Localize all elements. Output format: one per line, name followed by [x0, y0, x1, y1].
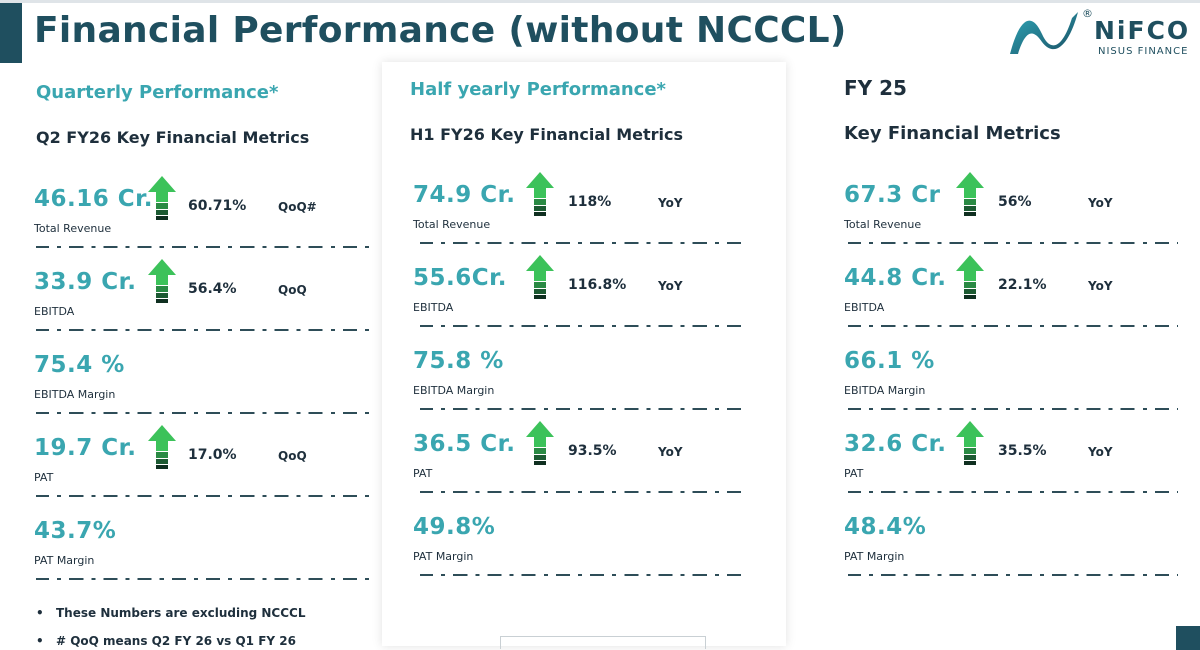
bullet: • — [36, 634, 44, 648]
dashed-divider — [36, 246, 370, 248]
metric-value: 75.4 % — [34, 352, 125, 378]
metric-growth: 17.0% — [188, 447, 237, 463]
dashed-divider — [848, 574, 1178, 576]
metric-comparison: YoY — [658, 279, 683, 293]
dashed-divider — [36, 578, 370, 580]
metric-comparison: YoY — [1088, 445, 1113, 459]
metric-label: EBITDA — [844, 301, 885, 314]
metric-label: PAT — [844, 467, 864, 480]
metric-comparison: YoY — [658, 196, 683, 210]
column-subheading: Key Financial Metrics — [844, 123, 1061, 144]
metric-label: PAT Margin — [413, 550, 474, 563]
metric-value: 55.6Cr. — [413, 265, 507, 291]
metric-value: 43.7% — [34, 518, 117, 544]
column-subheading: Q2 FY26 Key Financial Metrics — [36, 128, 310, 147]
up-arrow-icon — [148, 176, 176, 220]
metric-comparison: QoQ# — [278, 200, 317, 214]
metric-value: 32.6 Cr. — [844, 431, 947, 457]
metric-value: 19.7 Cr. — [34, 435, 137, 461]
metric-value: 44.8 Cr. — [844, 265, 947, 291]
fy25-column: FY 25 Key Financial Metrics 67.3 Cr Total… — [786, 62, 1200, 646]
quarterly-column: Quarterly Performance* Q2 FY26 Key Finan… — [0, 62, 382, 646]
metric-value: 48.4% — [844, 514, 927, 540]
metric-label: Total Revenue — [844, 218, 922, 231]
dashed-divider — [36, 329, 370, 331]
metric-growth: 35.5% — [998, 443, 1047, 459]
metric-growth: 56.4% — [188, 281, 237, 297]
dashed-divider — [848, 325, 1178, 327]
column-subheading: H1 FY26 Key Financial Metrics — [410, 125, 684, 144]
metric-label: PAT — [34, 471, 54, 484]
logo-registered-mark: ® — [1082, 7, 1093, 20]
metric-label: PAT — [413, 467, 433, 480]
dashed-divider — [420, 242, 746, 244]
metric-comparison: YoY — [1088, 279, 1113, 293]
metric-value: 66.1 % — [844, 348, 935, 374]
dashed-divider — [420, 491, 746, 493]
up-arrow-icon — [526, 255, 554, 299]
up-arrow-icon — [148, 425, 176, 469]
metric-label: EBITDA — [34, 305, 75, 318]
bottom-frame — [500, 636, 706, 649]
dashed-divider — [36, 412, 370, 414]
title-accent-bar — [0, 3, 22, 63]
metric-value: 46.16 Cr. — [34, 186, 153, 212]
up-arrow-icon — [956, 255, 984, 299]
metric-comparison: YoY — [1088, 196, 1113, 210]
metric-value: 33.9 Cr. — [34, 269, 137, 295]
metric-value: 74.9 Cr. — [413, 182, 516, 208]
metric-comparison: QoQ — [278, 449, 307, 463]
page-title: Financial Performance (without NCCCL) — [34, 10, 847, 51]
dashed-divider — [36, 495, 370, 497]
metric-label: EBITDA — [413, 301, 454, 314]
metric-label: EBITDA Margin — [844, 384, 926, 397]
column-heading: FY 25 — [844, 76, 907, 100]
dashed-divider — [420, 408, 746, 410]
up-arrow-icon — [148, 259, 176, 303]
dashed-divider — [420, 325, 746, 327]
metric-growth: 118% — [568, 194, 612, 210]
footnote-text: # QoQ means Q2 FY 26 vs Q1 FY 26 — [56, 634, 296, 648]
bullet: • — [36, 606, 44, 620]
up-arrow-icon — [526, 172, 554, 216]
up-arrow-icon — [956, 172, 984, 216]
nifco-logo: ® NiFCO NISUS FINANCE — [1006, 6, 1196, 64]
metric-value: 67.3 Cr — [844, 182, 941, 208]
up-arrow-icon — [526, 421, 554, 465]
metric-comparison: YoY — [658, 445, 683, 459]
metric-value: 49.8% — [413, 514, 496, 540]
metric-growth: 56% — [998, 194, 1032, 210]
corner-button[interactable] — [1176, 626, 1200, 650]
metric-label: EBITDA Margin — [413, 384, 495, 397]
column-heading: Quarterly Performance* — [36, 82, 279, 103]
dashed-divider — [420, 574, 746, 576]
metric-label: Total Revenue — [34, 222, 112, 235]
metric-growth: 93.5% — [568, 443, 617, 459]
logo-subtitle: NISUS FINANCE — [1098, 46, 1189, 57]
metric-label: Total Revenue — [413, 218, 491, 231]
dashed-divider — [848, 242, 1178, 244]
logo-name: NiFCO — [1094, 16, 1191, 45]
footnote-text: These Numbers are excluding NCCCL — [56, 606, 306, 620]
metric-comparison: QoQ — [278, 283, 307, 297]
dashed-divider — [848, 491, 1178, 493]
metric-growth: 116.8% — [568, 277, 627, 293]
metric-label: PAT Margin — [34, 554, 95, 567]
metric-value: 75.8 % — [413, 348, 504, 374]
metric-growth: 60.71% — [188, 198, 247, 214]
logo-wave-icon — [1010, 12, 1078, 54]
top-rule — [0, 0, 1200, 3]
metric-label: PAT Margin — [844, 550, 905, 563]
up-arrow-icon — [956, 421, 984, 465]
half-yearly-column: Half yearly Performance* H1 FY26 Key Fin… — [382, 62, 786, 646]
column-heading: Half yearly Performance* — [410, 79, 666, 100]
metric-growth: 22.1% — [998, 277, 1047, 293]
metric-value: 36.5 Cr. — [413, 431, 516, 457]
metric-label: EBITDA Margin — [34, 388, 116, 401]
dashed-divider — [848, 408, 1178, 410]
